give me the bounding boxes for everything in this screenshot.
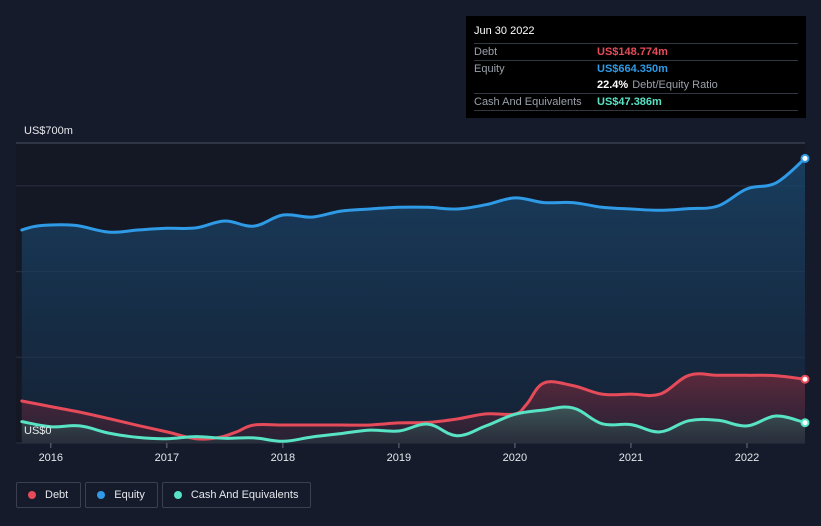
equity-endpoint[interactable] <box>800 153 810 163</box>
cash-and-equivalents-endpoint[interactable] <box>800 418 810 428</box>
x-tick-label: 2019 <box>387 452 411 464</box>
tooltip-cash-label: Cash And Equivalents <box>474 96 582 108</box>
legend-dot-equity <box>97 491 106 499</box>
cash-and-equivalents-line <box>20 405 807 443</box>
tooltip-row-debt: Debt US$148.774m <box>474 43 798 60</box>
y-axis-max-label: US$700m <box>24 125 73 137</box>
legend-label-equity: Equity <box>114 489 145 501</box>
tooltip-ratio-desc: Debt/Equity Ratio <box>632 79 718 91</box>
legend-label-cash: Cash And Equivalents <box>190 489 299 501</box>
legend-item-debt[interactable]: Debt <box>16 482 82 508</box>
tooltip-equity-value: US$664.350m <box>597 63 668 75</box>
x-tick-label: 2018 <box>271 452 295 464</box>
series-endpoints <box>800 153 810 428</box>
tooltip-equity-label: Equity <box>474 63 505 75</box>
cash-and-equivalents-area <box>21 407 806 443</box>
y-axis-zero-label: US$0 <box>24 425 52 437</box>
x-axis-ticks: 2016 2017 2018 2019 2020 2021 2022 <box>39 443 759 464</box>
series-lines <box>20 156 807 443</box>
tooltip-ratio-value: 22.4% <box>597 79 629 91</box>
tooltip-cash-value: US$47.386m <box>597 96 662 108</box>
legend-label-debt: Debt <box>45 489 69 501</box>
x-tick-label: 2017 <box>155 452 179 464</box>
debt-endpoint[interactable] <box>800 374 810 384</box>
tooltip-debt-value: US$148.774m <box>597 46 668 58</box>
tooltip-row-ratio: 22.4% Debt/Equity Ratio <box>474 77 798 93</box>
legend-dot-cash <box>173 491 182 499</box>
tooltip-date: Jun 30 2022 <box>474 25 535 37</box>
tooltip-debt-label: Debt <box>474 46 498 58</box>
tooltip-row-equity: Equity US$664.350m <box>474 60 798 77</box>
x-tick-label: 2020 <box>503 452 527 464</box>
legend-dot-debt <box>28 491 36 499</box>
x-tick-label: 2016 <box>39 452 63 464</box>
chart-legend: Debt Equity Cash And Equivalents <box>16 482 312 508</box>
debt-line <box>20 372 807 441</box>
legend-item-equity[interactable]: Equity <box>85 482 158 508</box>
x-tick-label: 2021 <box>619 452 643 464</box>
x-tick-label: 2022 <box>735 452 759 464</box>
legend-item-cash[interactable]: Cash And Equivalents <box>161 482 312 508</box>
tooltip-row-cash: Cash And Equivalents US$47.386m <box>474 93 798 111</box>
equity-line <box>20 156 807 234</box>
equity-area <box>21 158 806 443</box>
data-tooltip: Jun 30 2022 Debt US$148.774m Equity US$6… <box>466 16 806 118</box>
